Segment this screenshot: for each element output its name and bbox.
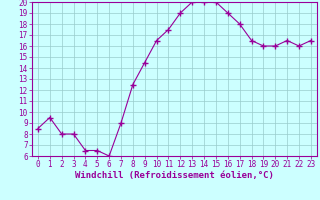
X-axis label: Windchill (Refroidissement éolien,°C): Windchill (Refroidissement éolien,°C) [75, 171, 274, 180]
